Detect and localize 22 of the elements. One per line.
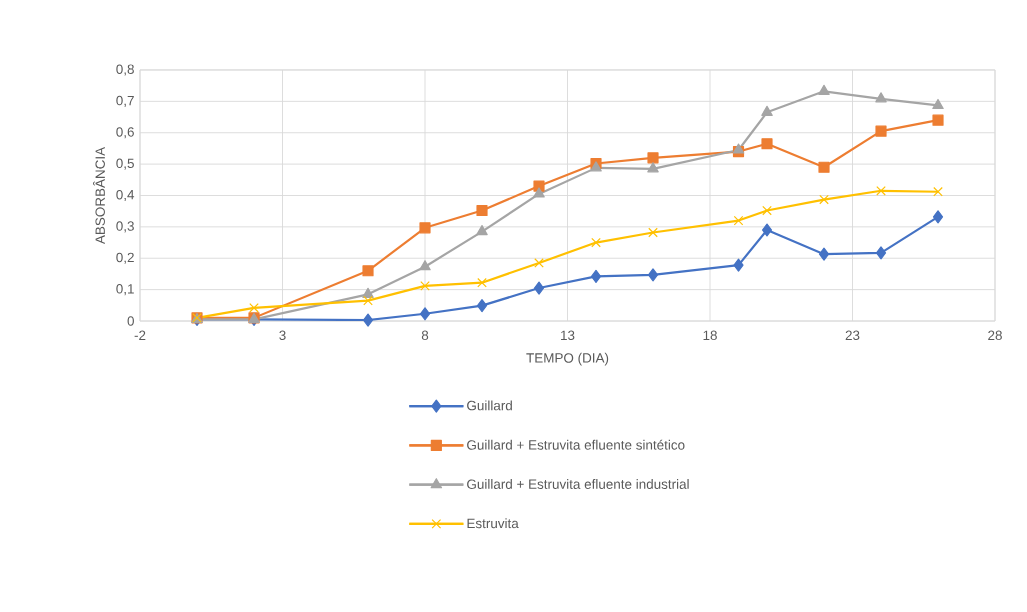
y-tick-label: 0,3 [116,221,134,233]
legend-label: Guillard + Estruvita efluente industrial [467,479,689,489]
x-tick-label: 8 [421,330,429,341]
y-tick-label: 0,7 [116,95,134,107]
y-tick-label: 0,1 [116,284,134,296]
x-tick-label: 23 [845,330,860,341]
y-tick-label: 0,2 [116,252,134,264]
y-tick-label: 0,4 [116,189,135,202]
x-tick-label: -2 [134,330,146,340]
x-tick-label: 28 [988,330,1002,341]
y-tick-label: 0 [127,316,134,326]
y-tick-label: 0,6 [116,127,134,139]
y-tick-label: 0,5 [116,158,134,170]
y-tick-label: 0,8 [116,64,134,76]
x-tick-label: 13 [561,330,575,341]
y-axis-title: ABSORBÂNCIA [93,146,105,245]
x-tick-label: 3 [279,330,286,341]
legend-label: Guillard + Estruvita efluente sintético [467,439,685,450]
legend-label: Guillard [467,400,512,411]
x-tick-label: 18 [703,330,717,341]
legend-label: Estruvita [467,518,519,529]
x-axis-title: TEMPO (DIA) [526,352,609,366]
